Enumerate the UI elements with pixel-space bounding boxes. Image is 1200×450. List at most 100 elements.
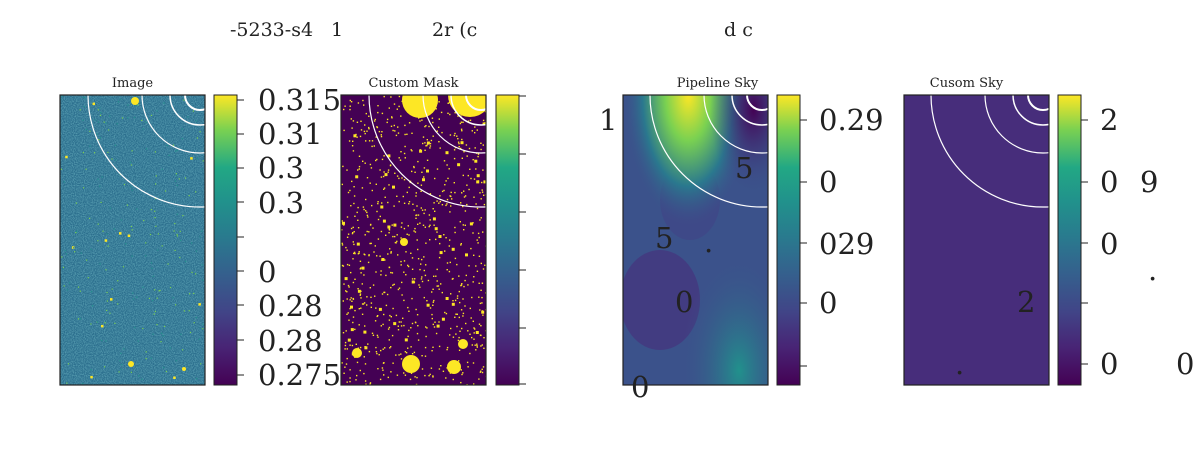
mask-pixel (343, 224, 345, 226)
bright-pixel (130, 225, 133, 228)
mask-pixel (364, 124, 366, 126)
bright-pixel (174, 249, 176, 251)
mask-pixel (369, 242, 371, 245)
mask-pixel (390, 125, 393, 127)
mask-pixel (411, 257, 414, 259)
mask-pixel (436, 268, 438, 271)
mask-pixel (342, 265, 345, 267)
bright-pixel (137, 104, 139, 106)
mask-pixel (458, 316, 460, 319)
mask-pixel (376, 158, 378, 161)
mask-pixel (390, 252, 392, 254)
mask-pixel (397, 126, 399, 128)
mask-pixel (347, 191, 350, 194)
mask-pixel (456, 313, 458, 315)
mask-pixel (388, 326, 391, 329)
mask-pixel (470, 247, 472, 250)
mask-pixel (406, 233, 408, 235)
mask-pixel (346, 313, 348, 315)
mask-pixel (470, 317, 472, 319)
mask-pixel (460, 121, 463, 123)
bright-pixel (131, 189, 133, 191)
mask-pixel (446, 348, 448, 351)
mask-pixel (448, 270, 451, 273)
mask-pixel (396, 240, 398, 243)
bright-pixel (74, 251, 76, 253)
mask-pixel (397, 132, 400, 134)
mask-pixel (402, 195, 404, 198)
mask-pixel (433, 224, 435, 226)
mask-pixel (478, 236, 480, 239)
tick-label: 0.3 (258, 186, 304, 220)
mask-pixel (468, 188, 470, 191)
bright-pixel (105, 340, 107, 342)
bright-pixel (129, 238, 131, 240)
annulus-ring (422, 95, 486, 154)
mask-pixel (469, 168, 471, 170)
mask-pixel (354, 309, 356, 312)
bright-pixel (191, 271, 193, 273)
mask-pixel (473, 338, 475, 340)
mask-pixel (452, 378, 454, 381)
mask-pixel (417, 160, 419, 163)
mask-pixel (382, 219, 386, 223)
bright-pixel (119, 98, 121, 100)
mask-blob (400, 238, 408, 246)
mask-pixel (395, 354, 397, 356)
bright-pixel (143, 219, 145, 222)
bright-pixel (202, 160, 204, 162)
mask-pixel (481, 310, 484, 312)
mask-pixel (364, 132, 366, 135)
mask-pixel (411, 150, 413, 152)
mask-pixel (395, 134, 398, 137)
mask-pixel (430, 367, 433, 369)
mask-pixel (425, 326, 427, 328)
mask-pixel (380, 325, 382, 327)
mask-pixel (377, 105, 379, 107)
mask-pixel (479, 302, 482, 305)
bright-pixel (122, 266, 125, 268)
mask-pixel (414, 231, 417, 233)
mask-pixel (400, 353, 402, 355)
mask-pixel (377, 336, 379, 338)
bright-pixel (193, 322, 195, 324)
mask-pixel (438, 101, 440, 103)
mask-pixel (461, 373, 463, 376)
bright-pixel (127, 104, 129, 106)
mask-pixel (409, 378, 412, 381)
mask-pixel (400, 260, 402, 263)
bright-pixel (189, 331, 192, 334)
bright-pixel (176, 184, 178, 186)
bright-pixel (136, 296, 138, 298)
mask-pixel (347, 233, 350, 235)
mask-pixel (369, 287, 371, 289)
mask-pixel (432, 217, 436, 221)
mask-pixel (483, 203, 486, 206)
mask-pixel (429, 373, 431, 376)
bright-pixel (141, 378, 143, 380)
mask-pixel (462, 372, 464, 374)
mask-pixel (476, 344, 478, 347)
mask-pixel (434, 177, 436, 180)
mask-pixel (376, 126, 379, 129)
mask-pixel (375, 136, 377, 138)
mask-pixel (349, 377, 351, 379)
bright-pixel (180, 239, 182, 242)
mask-pixel (346, 249, 348, 251)
bright-pixel (89, 145, 91, 147)
mask-pixel (468, 147, 471, 150)
mask-pixel (411, 322, 414, 325)
mask-pixel (361, 266, 365, 270)
mask-pixel (426, 141, 430, 145)
mask-pixel (448, 168, 450, 170)
mask-pixel (438, 126, 440, 128)
bright-pixel (121, 117, 124, 119)
mask-pixel (376, 315, 378, 318)
mask-pixel (440, 283, 442, 285)
panel-title: Image (112, 76, 154, 91)
mask-pixel (476, 129, 478, 131)
mask-pixel (462, 315, 464, 317)
bright-pixel (145, 148, 148, 150)
mask-pixel (393, 124, 395, 127)
mask-pixel (344, 277, 348, 281)
